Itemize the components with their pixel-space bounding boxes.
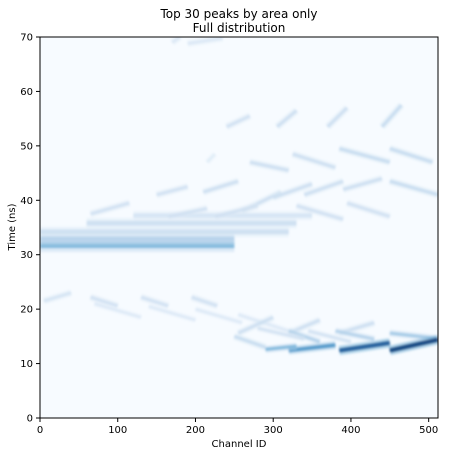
y-tick-label: 20 [20, 305, 33, 316]
heatmap-band [326, 106, 349, 128]
x-axis-ticks: 0 100 200 300 400 500 [37, 418, 438, 436]
heatmap-band [272, 182, 313, 200]
heatmap-band [233, 334, 266, 349]
x-tick-label: 0 [37, 425, 43, 436]
heatmap-band [148, 305, 196, 322]
heatmap-band [307, 329, 352, 344]
heatmap-band [276, 109, 298, 129]
y-axis-ticks: 0 10 20 30 40 50 60 70 [20, 33, 40, 425]
y-tick-label: 30 [20, 250, 33, 261]
heatmap-band [195, 307, 243, 325]
heatmap-band [346, 201, 391, 219]
heatmap-band [338, 147, 391, 164]
x-tick-label: 500 [419, 425, 438, 436]
heatmap-band [187, 37, 223, 46]
heatmap-band [342, 176, 383, 191]
y-tick-label: 10 [20, 359, 33, 370]
heatmap-band [94, 302, 142, 319]
y-tick-label: 40 [20, 196, 33, 207]
x-tick-label: 400 [341, 425, 360, 436]
heatmap-band [156, 185, 189, 197]
heatmap-band [257, 326, 305, 341]
heatmap-band [171, 37, 181, 44]
heatmap-band [389, 337, 438, 353]
heatmap-band [296, 204, 344, 221]
plot-frame [39, 36, 439, 419]
heatmap-band [225, 114, 251, 129]
heatmap-band [237, 315, 274, 335]
heatmap-band [265, 344, 297, 352]
heatmap-band [191, 295, 218, 308]
heatmap-band [338, 340, 391, 353]
y-tick-label: 60 [20, 87, 33, 98]
heatmap-band [202, 179, 239, 194]
y-tick-label: 0 [27, 414, 33, 425]
x-axis-label: Channel ID [212, 439, 267, 450]
heatmap-band [214, 204, 259, 219]
chart-title: Top 30 peaks by area only [159, 7, 317, 21]
heatmap-band [292, 152, 336, 170]
heatmap-band [389, 147, 434, 164]
y-axis-label: Time (ns) [7, 203, 18, 251]
heatmap-band [43, 291, 72, 303]
chart-subtitle: Full distribution [193, 21, 286, 35]
heatmap-cells [40, 37, 438, 356]
heatmap-band [389, 179, 438, 197]
heatmap-band [380, 103, 403, 128]
x-tick-label: 300 [264, 425, 283, 436]
heatmap-band [90, 201, 130, 216]
heatmap-band [303, 179, 344, 197]
y-tick-label: 50 [20, 141, 33, 152]
heatmap-band [90, 295, 119, 308]
heatmap-band [249, 160, 290, 172]
x-tick-label: 100 [108, 425, 127, 436]
heatmap-band [140, 295, 169, 308]
heatmap-band [167, 206, 208, 219]
heatmap-band [335, 329, 375, 341]
y-tick-label: 70 [20, 33, 33, 44]
x-tick-label: 200 [186, 425, 205, 436]
heatmap-band [206, 153, 216, 164]
